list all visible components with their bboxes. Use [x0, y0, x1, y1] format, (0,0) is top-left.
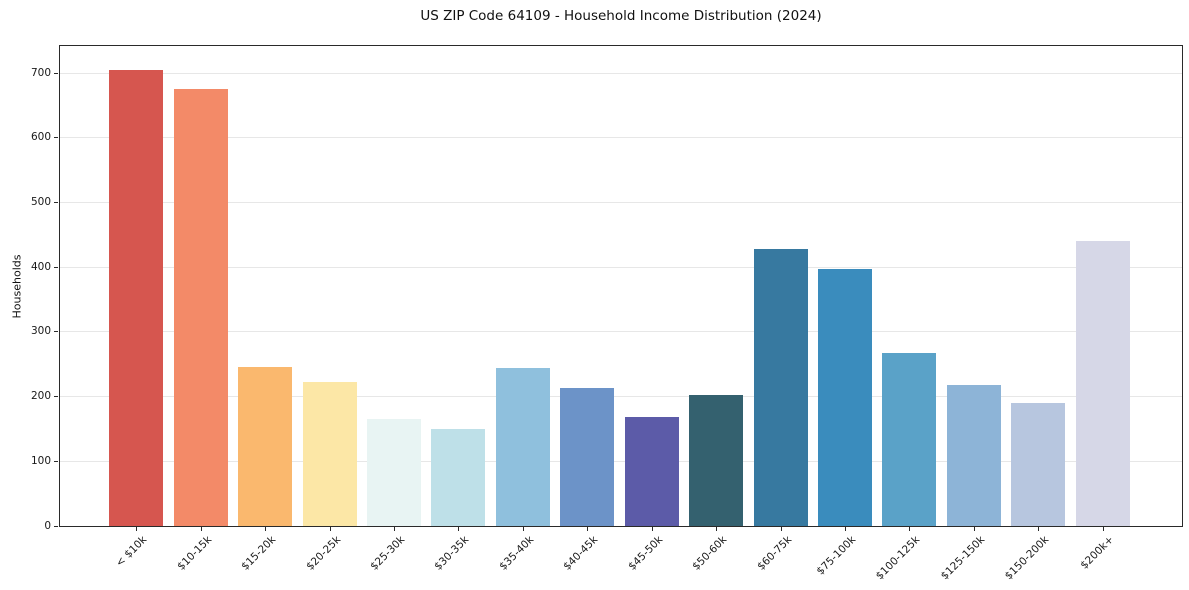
y-tick-label: 400: [30, 260, 51, 273]
y-axis-label: Households: [10, 254, 24, 319]
bar: [431, 428, 486, 526]
bar: [818, 269, 873, 526]
x-tick-mark: [909, 527, 911, 531]
gridline: [60, 331, 1182, 333]
bar: [1075, 241, 1130, 526]
y-tick-mark: [54, 266, 58, 268]
y-tick-mark: [54, 202, 58, 204]
bar: [173, 88, 228, 526]
y-tick-label: 300: [30, 325, 51, 338]
x-tick-mark: [136, 527, 138, 531]
y-tick-mark: [54, 331, 58, 333]
bar: [624, 417, 679, 526]
x-tick-mark: [265, 527, 267, 531]
y-tick-mark: [54, 72, 58, 74]
y-tick-label: 100: [30, 454, 51, 467]
x-tick-mark: [587, 527, 589, 531]
y-tick-mark: [54, 525, 58, 527]
bar: [1011, 403, 1066, 526]
y-tick-label: 700: [30, 66, 51, 79]
gridline: [60, 137, 1182, 139]
x-tick-mark: [651, 527, 653, 531]
x-tick-mark: [329, 527, 331, 531]
x-tick-mark: [973, 527, 975, 531]
x-tick-mark: [1102, 527, 1104, 531]
y-tick-label: 200: [30, 390, 51, 403]
chart-title: US ZIP Code 64109 - Household Income Dis…: [420, 8, 822, 24]
gridline: [60, 396, 1182, 398]
gridline: [60, 266, 1182, 268]
bar: [882, 352, 937, 526]
y-tick-mark: [54, 460, 58, 462]
bar: [946, 384, 1001, 526]
x-tick-mark: [1038, 527, 1040, 531]
plot-area: [59, 45, 1183, 527]
bar: [366, 418, 421, 526]
x-tick-mark: [458, 527, 460, 531]
gridline: [60, 72, 1182, 74]
y-tick-mark: [54, 137, 58, 139]
bar: [109, 69, 164, 526]
bar: [689, 395, 744, 526]
bar: [238, 366, 293, 526]
x-tick-label: < $10k: [113, 533, 150, 570]
x-tick-mark: [522, 527, 524, 531]
x-tick-mark: [200, 527, 202, 531]
x-tick-mark: [780, 527, 782, 531]
bar: [753, 249, 808, 526]
x-tick-mark: [716, 527, 718, 531]
y-tick-mark: [54, 396, 58, 398]
bar: [560, 387, 615, 526]
x-tick-mark: [845, 527, 847, 531]
bar: [495, 367, 550, 526]
y-tick-label: 600: [30, 131, 51, 144]
gridline: [60, 460, 1182, 462]
gridline: [60, 202, 1182, 204]
y-tick-label: 0: [44, 519, 51, 532]
y-tick-label: 500: [30, 196, 51, 209]
x-tick-mark: [393, 527, 395, 531]
bar: [302, 382, 357, 526]
